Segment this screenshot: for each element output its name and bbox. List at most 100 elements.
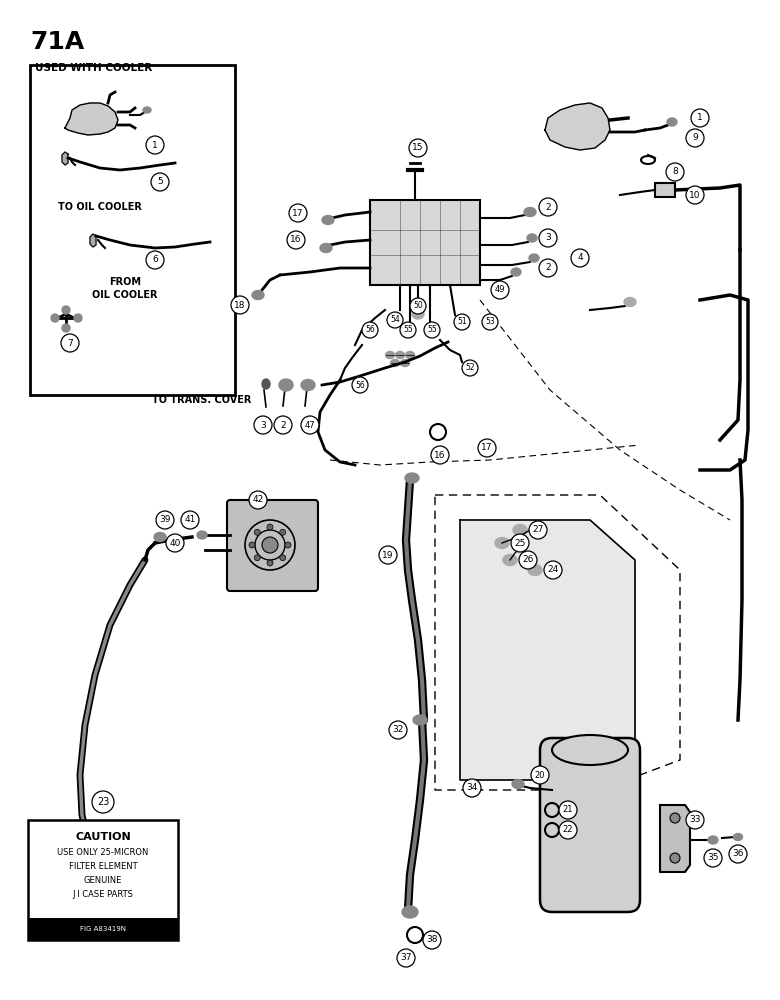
Text: 38: 38 xyxy=(426,936,438,944)
Circle shape xyxy=(462,360,478,376)
Circle shape xyxy=(267,524,273,530)
FancyBboxPatch shape xyxy=(540,738,640,912)
Circle shape xyxy=(529,521,547,539)
Circle shape xyxy=(231,296,249,314)
Circle shape xyxy=(454,314,470,330)
Text: 3: 3 xyxy=(260,420,266,430)
Text: FROM: FROM xyxy=(109,277,141,287)
Circle shape xyxy=(146,136,164,154)
Circle shape xyxy=(51,314,59,322)
Bar xyxy=(655,183,675,197)
Text: 55: 55 xyxy=(427,326,437,334)
Text: 51: 51 xyxy=(457,318,466,326)
Ellipse shape xyxy=(511,268,521,276)
Circle shape xyxy=(274,416,292,434)
Ellipse shape xyxy=(197,531,207,539)
Ellipse shape xyxy=(495,538,509,548)
Ellipse shape xyxy=(405,473,419,483)
Text: 8: 8 xyxy=(672,167,678,176)
Circle shape xyxy=(423,931,441,949)
Text: 39: 39 xyxy=(159,516,171,524)
Ellipse shape xyxy=(513,524,527,536)
Ellipse shape xyxy=(527,234,537,242)
Ellipse shape xyxy=(322,216,334,225)
Ellipse shape xyxy=(524,208,536,217)
Text: 42: 42 xyxy=(253,495,264,504)
Circle shape xyxy=(249,542,255,548)
Circle shape xyxy=(670,813,680,823)
Circle shape xyxy=(92,791,114,813)
Text: 9: 9 xyxy=(692,133,698,142)
Ellipse shape xyxy=(252,290,264,300)
Ellipse shape xyxy=(413,715,427,725)
Text: 16: 16 xyxy=(434,450,445,460)
Circle shape xyxy=(352,377,368,393)
Text: 56: 56 xyxy=(355,380,365,389)
Circle shape xyxy=(491,281,509,299)
Text: FILTER ELEMENT: FILTER ELEMENT xyxy=(69,862,137,871)
Polygon shape xyxy=(62,152,68,165)
Text: 53: 53 xyxy=(485,318,495,326)
Circle shape xyxy=(686,129,704,147)
Circle shape xyxy=(691,109,709,127)
Text: 19: 19 xyxy=(382,550,394,560)
Circle shape xyxy=(156,511,174,529)
Ellipse shape xyxy=(143,107,151,113)
Ellipse shape xyxy=(733,834,743,840)
Text: USE ONLY 25-MICRON: USE ONLY 25-MICRON xyxy=(57,848,149,857)
Circle shape xyxy=(410,298,426,314)
Circle shape xyxy=(539,198,557,216)
Circle shape xyxy=(670,853,680,863)
Circle shape xyxy=(166,534,184,552)
Text: 41: 41 xyxy=(184,516,196,524)
Circle shape xyxy=(254,555,261,561)
Circle shape xyxy=(151,173,169,191)
Ellipse shape xyxy=(528,564,542,576)
Text: 10: 10 xyxy=(690,190,700,200)
Circle shape xyxy=(409,139,427,157)
Ellipse shape xyxy=(262,379,270,389)
Text: 26: 26 xyxy=(523,556,534,564)
Text: 2: 2 xyxy=(545,263,551,272)
Ellipse shape xyxy=(512,780,524,788)
Circle shape xyxy=(61,334,79,352)
Circle shape xyxy=(463,779,481,797)
Polygon shape xyxy=(545,103,610,150)
Text: 6: 6 xyxy=(152,255,158,264)
Text: 27: 27 xyxy=(532,526,544,534)
Text: 7: 7 xyxy=(67,338,73,348)
Text: 54: 54 xyxy=(390,316,400,324)
Circle shape xyxy=(531,766,549,784)
Ellipse shape xyxy=(320,243,332,252)
Circle shape xyxy=(539,259,557,277)
Circle shape xyxy=(686,811,704,829)
Circle shape xyxy=(511,534,529,552)
Circle shape xyxy=(62,324,70,332)
Ellipse shape xyxy=(279,379,293,391)
Ellipse shape xyxy=(402,906,418,918)
Circle shape xyxy=(389,721,407,739)
Text: 34: 34 xyxy=(466,784,477,792)
Polygon shape xyxy=(660,805,690,872)
Ellipse shape xyxy=(391,360,399,366)
Circle shape xyxy=(280,529,285,535)
Circle shape xyxy=(729,845,747,863)
Ellipse shape xyxy=(708,836,718,844)
Text: CAUTION: CAUTION xyxy=(75,832,131,842)
Circle shape xyxy=(424,322,440,338)
Text: 32: 32 xyxy=(392,726,404,734)
Circle shape xyxy=(62,306,70,314)
Text: 17: 17 xyxy=(481,444,493,452)
Text: 40: 40 xyxy=(169,538,181,548)
Text: GENUINE: GENUINE xyxy=(83,876,122,885)
Bar xyxy=(28,918,178,940)
Text: TO OIL COOLER: TO OIL COOLER xyxy=(58,202,142,212)
Circle shape xyxy=(362,322,378,338)
Text: OIL COOLER: OIL COOLER xyxy=(92,290,158,300)
Text: 15: 15 xyxy=(413,143,424,152)
Circle shape xyxy=(285,542,291,548)
Ellipse shape xyxy=(385,352,395,359)
Ellipse shape xyxy=(412,309,424,319)
Text: 33: 33 xyxy=(690,816,700,824)
Circle shape xyxy=(181,511,199,529)
